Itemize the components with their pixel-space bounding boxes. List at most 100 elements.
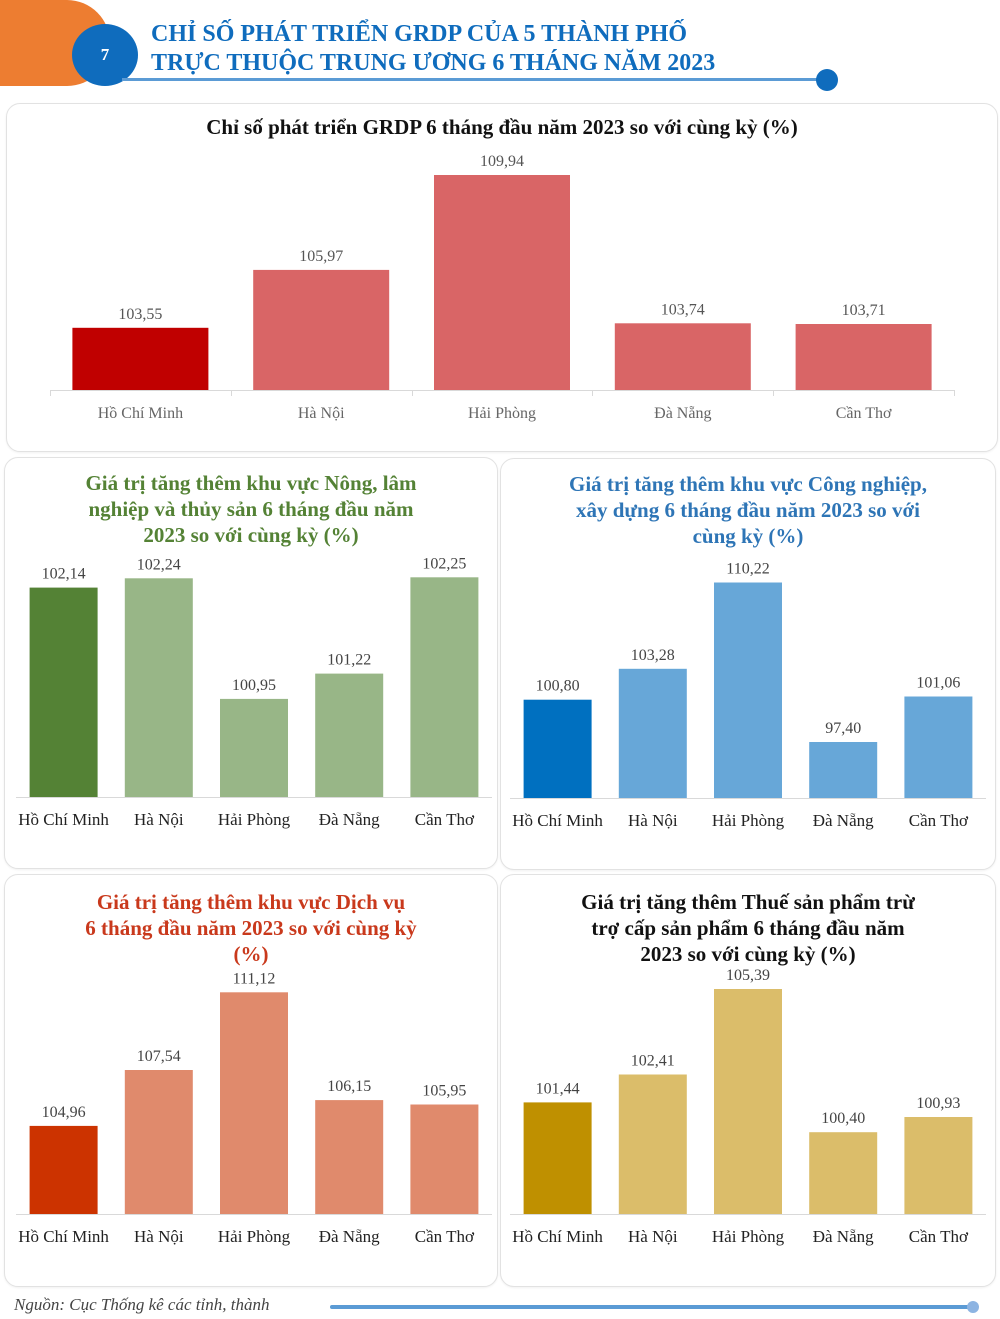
panel-industry: Giá trị tăng thêm khu vực Công nghiệp, x… [500,458,996,870]
chart-title: Giá trị tăng thêm khu vực Dịch vụ 6 thán… [5,889,497,967]
chart-title-line: 2023 so với cùng kỳ (%) [143,523,359,547]
bar-1 [29,1125,98,1214]
data-label: 102,14 [42,566,86,583]
chart-title-line: 6 tháng đầu năm 2023 so với cùng kỳ [85,916,417,940]
category-label: Cần Thơ [909,1227,969,1246]
bar-4 [809,742,878,798]
category-label: Cần Thơ [836,405,892,422]
chart-industry: 100,80 Hồ Chí Minh 103,28 Hà Nội 110,22 Hải P… [510,561,986,830]
category-label: Đà Nẵng [813,811,874,830]
chart-title-line: xây dựng 6 tháng đầu năm 2023 so với [576,498,920,522]
header-divider [122,78,826,81]
bar-5 [795,324,932,390]
category-label: Hải Phòng [218,810,291,829]
chart-title-line: Giá trị tăng thêm Thuế sản phẩm trừ [581,890,915,914]
data-label: 110,22 [726,561,769,578]
category-label: Hải Phòng [712,1227,785,1246]
data-label: 102,41 [631,1053,675,1070]
page-title-line-1: CHỈ SỐ PHÁT TRIỂN GRDP CỦA 5 THÀNH PHỐ [151,21,688,47]
data-label: 104,96 [42,1104,86,1121]
data-label: 107,54 [137,1048,181,1065]
panel-grdp: Chỉ số phát triển GRDP 6 tháng đầu năm 2… [6,103,998,452]
data-label: 103,71 [842,302,886,319]
chart-title: Chỉ số phát triển GRDP 6 tháng đầu năm 2… [206,115,798,139]
header-dot-icon [816,69,838,91]
chart-title: Giá trị tăng thêm Thuế sản phẩm trừ trợ … [501,889,995,967]
bar-2 [618,668,687,798]
chart-agriculture: 102,14 Hồ Chí Minh 102,24 Hà Nội 100,95 Hải P… [16,555,492,829]
data-label: 111,12 [233,970,276,987]
chart-title-line: cùng kỳ (%) [692,524,804,548]
category-label: Hồ Chí Minh [98,405,183,422]
data-label: 103,74 [661,301,705,318]
data-label: 103,28 [631,647,675,664]
category-label: Hà Nội [134,810,184,829]
bar-4 [315,673,384,797]
category-label: Hà Nội [298,405,345,422]
category-label: Cần Thơ [415,1227,475,1246]
data-label: 100,95 [232,677,276,694]
data-label: 106,15 [327,1078,371,1095]
category-label: Cần Thơ [415,810,475,829]
bar-1 [29,587,98,797]
bar-1 [523,699,592,798]
bar-3 [714,989,782,1214]
data-label: 101,22 [327,652,371,669]
bar-5 [904,696,973,798]
data-label: 100,93 [916,1095,960,1112]
data-label: 100,80 [536,678,580,695]
bar-2 [124,578,193,797]
chart-title-line: Giá trị tăng thêm khu vực Nông, lâm [85,471,417,495]
bar-5 [410,1104,479,1214]
chart-title-line: trợ cấp sản phẩm 6 tháng đầu năm [591,916,905,940]
chart-services: 104,96 Hồ Chí Minh 107,54 Hà Nội 111,12 Hải P… [16,970,492,1246]
chart-title: Giá trị tăng thêm khu vực Công nghiệp, x… [501,471,995,549]
chart-title-line: nghiệp và thủy sản 6 tháng đầu năm [88,497,414,521]
bar-3 [220,698,288,797]
chart-product-tax: 101,44 Hồ Chí Minh 102,41 Hà Nội 105,39 Hải P… [510,967,986,1246]
bar-3 [220,992,288,1214]
category-label: Hải Phòng [468,405,536,422]
page-title-line-2: TRỰC THUỘC TRUNG ƯƠNG 6 THÁNG NĂM 2023 [151,50,716,76]
bar-3 [434,175,570,390]
category-label: Hồ Chí Minh [512,811,603,830]
category-label: Hồ Chí Minh [512,1227,603,1246]
bar-2 [253,269,390,390]
bar-3 [714,582,782,798]
data-label: 97,40 [825,720,861,737]
category-label: Đà Nẵng [319,810,380,829]
bar-5 [410,577,479,797]
footer-dot-icon [967,1301,979,1313]
panel-product-tax: Giá trị tăng thêm Thuế sản phẩm trừ trợ … [500,874,996,1287]
bar-4 [614,323,751,390]
data-label: 102,25 [422,555,466,572]
chart-title-line: (%) [233,942,269,966]
data-label: 103,55 [118,306,162,323]
bar-5 [904,1117,973,1214]
data-label: 105,39 [726,967,770,984]
panel-services: Giá trị tăng thêm khu vực Dịch vụ 6 thán… [4,874,498,1287]
category-label: Đà Nẵng [654,405,711,422]
section-number-badge: 7 [72,24,138,86]
chart-grdp: 103,55 Hồ Chí Minh 105,97 Hà Nội 109,94 Hải P… [50,153,955,422]
data-label: 102,24 [137,556,181,573]
bar-1 [523,1102,592,1214]
chart-title-line: Giá trị tăng thêm khu vực Dịch vụ [96,890,406,914]
data-label: 105,95 [422,1083,466,1100]
category-label: Đà Nẵng [813,1227,874,1246]
chart-title-line: 2023 so với cùng kỳ (%) [640,942,856,966]
category-label: Hà Nội [628,1227,678,1246]
data-label: 100,40 [821,1110,865,1127]
chart-title-line: Giá trị tăng thêm khu vực Công nghiệp, [569,472,927,496]
bar-4 [315,1100,384,1214]
panel-agriculture: Giá trị tăng thêm khu vực Nông, lâm nghi… [4,457,498,869]
category-label: Hải Phòng [218,1227,291,1246]
bar-4 [809,1132,878,1214]
footer-divider [330,1305,972,1309]
section-number: 7 [100,45,110,64]
bar-2 [618,1074,687,1214]
data-label: 101,06 [916,675,960,692]
category-label: Hải Phòng [712,811,785,830]
category-label: Hồ Chí Minh [18,810,109,829]
category-label: Cần Thơ [909,811,969,830]
